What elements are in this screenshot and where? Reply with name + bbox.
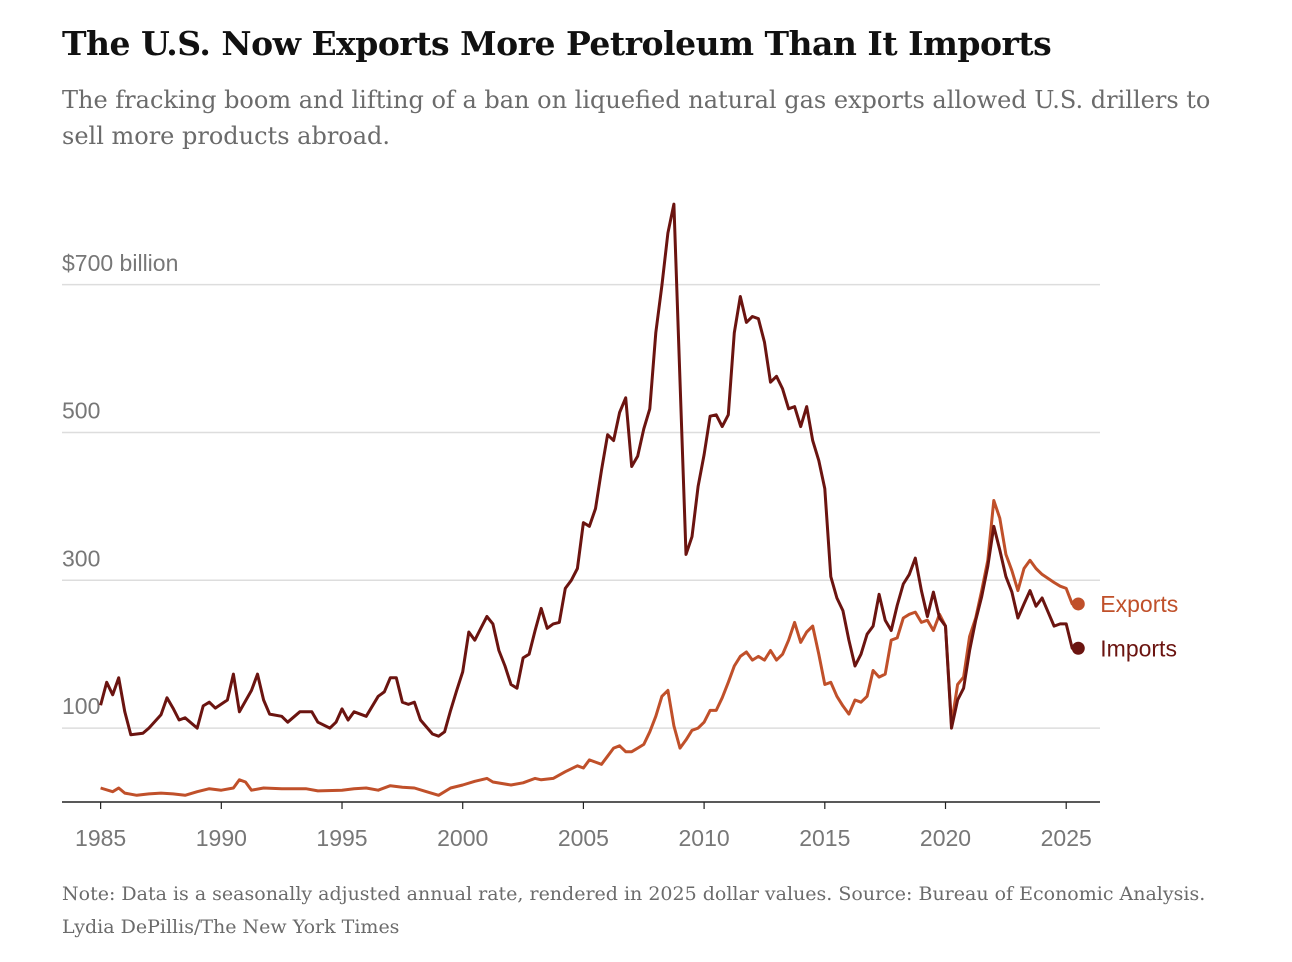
series-label: Exports: [1100, 591, 1178, 617]
y-tick-label: 300: [62, 545, 100, 571]
x-tick-label: 2020: [920, 825, 971, 851]
x-tick-label: 2025: [1041, 825, 1092, 851]
x-tick-label: 1995: [316, 825, 367, 851]
end-dot: [1071, 597, 1085, 611]
x-tick-label: 1985: [75, 825, 126, 851]
y-tick-label: 100: [62, 693, 100, 719]
series-line: [99, 202, 1079, 738]
y-tick-label: 500: [62, 398, 100, 424]
series-label: Imports: [1100, 635, 1177, 661]
x-tick-label: 1990: [196, 825, 247, 851]
y-tick-label: $700 billion: [62, 250, 178, 276]
chart-subtitle: The fracking boom and lifting of a ban o…: [62, 86, 1211, 150]
chart: 100 300 500 $700 billion 1985 1990 1995 2000 200…: [62, 202, 1178, 851]
end-dot: [1071, 641, 1085, 655]
x-tick-label: 2015: [799, 825, 850, 851]
chart-title: The U.S. Now Exports More Petroleum Than…: [62, 24, 1052, 63]
series-line: [100, 499, 1079, 797]
x-tick-label: 2000: [437, 825, 488, 851]
x-tick-label: 2010: [679, 825, 730, 851]
x-tick-label: 2005: [558, 825, 609, 851]
chart-note: Note: Data is a seasonally adjusted annu…: [62, 883, 1206, 938]
